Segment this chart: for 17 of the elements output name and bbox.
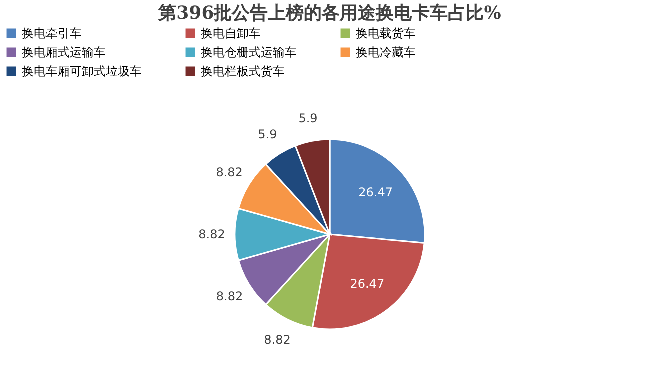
legend-label: 换电仓栅式运输车 bbox=[201, 46, 297, 60]
data-label: 5.9 bbox=[258, 127, 278, 142]
data-label: 8.82 bbox=[216, 290, 244, 304]
legend-label: 换电自卸车 bbox=[201, 26, 261, 41]
legend-label: 换电车厢可卸式垃圾车 bbox=[22, 64, 142, 78]
data-label: 5.9 bbox=[298, 112, 318, 126]
data-label: 26.47 bbox=[350, 276, 385, 291]
data-label: 26.47 bbox=[358, 186, 393, 200]
data-label: 8.82 bbox=[198, 228, 226, 242]
data-label: 8.82 bbox=[216, 166, 243, 180]
chart-title: 第396批公告上榜的各用途换电卡车占比% bbox=[158, 3, 502, 24]
legend-label: 换电牵引车 bbox=[22, 26, 82, 41]
legend-label: 换电冷藏车 bbox=[356, 46, 416, 60]
legend-label: 换电栏板式货车 bbox=[201, 64, 285, 78]
legend-label: 换电厢式运输车 bbox=[22, 46, 106, 60]
legend-label: 换电载货车 bbox=[356, 26, 416, 41]
data-label: 8.82 bbox=[264, 333, 291, 348]
